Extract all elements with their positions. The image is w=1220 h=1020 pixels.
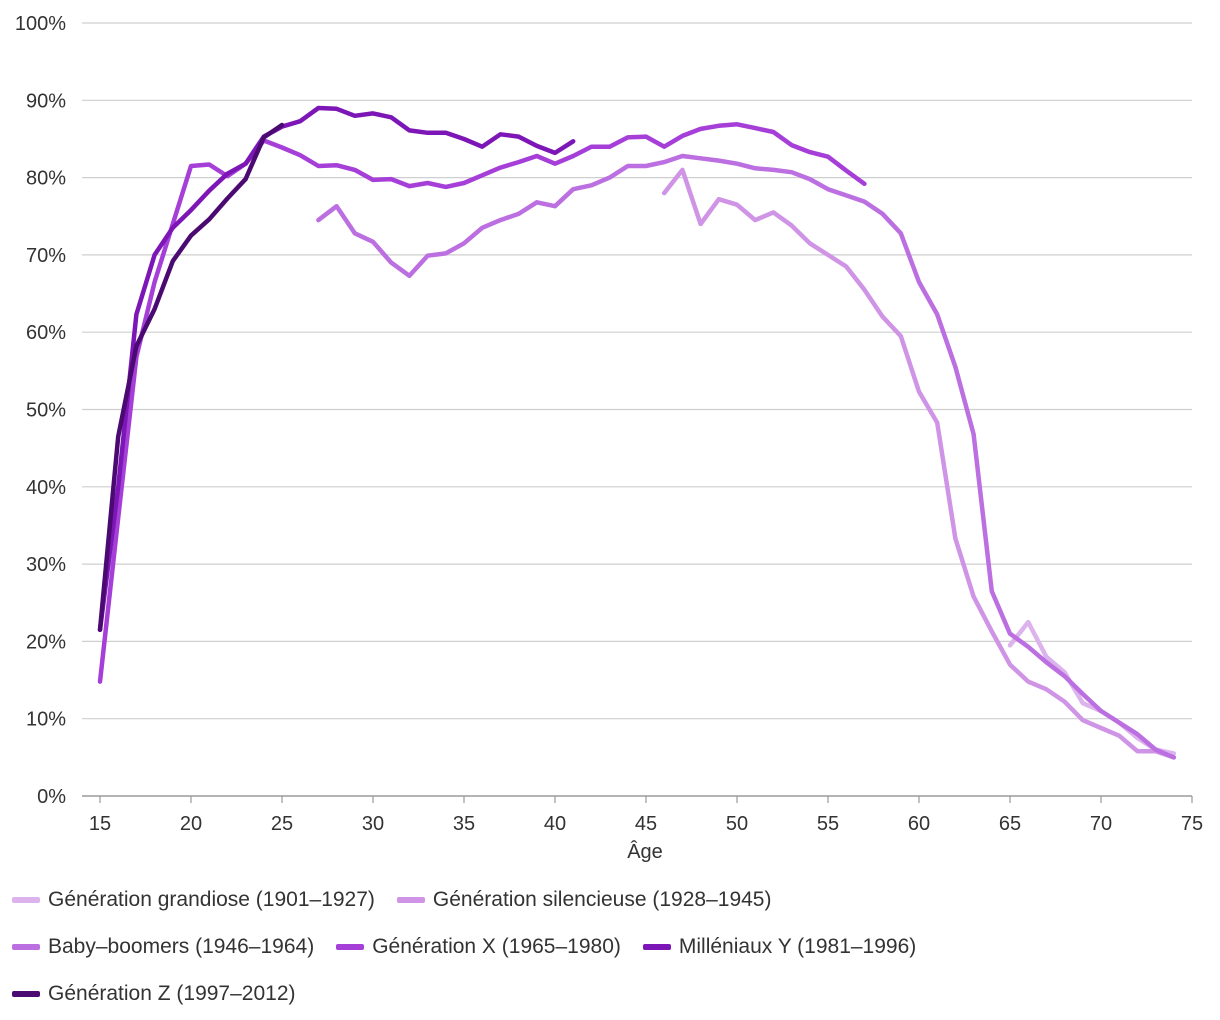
y-tick-label: 70% [26,245,66,267]
legend-item: Baby–boomers (1946–1964) [12,935,314,959]
y-tick-label: 0% [37,786,66,808]
y-tick-label: 90% [26,90,66,112]
x-tick-label: 60 [908,813,930,835]
x-tick-label: 75 [1181,813,1203,835]
x-tick-label: 40 [544,813,566,835]
legend-item: Génération silencieuse (1928–1945) [396,887,772,912]
y-tick-label: 80% [26,168,66,190]
y-tick-label: 50% [26,400,66,422]
series-lines [97,105,1177,760]
line-chart: 0% 10% 20% 30% 40% 50% 60% 70% 80% 90% 100% 15 20 25… [15,13,1203,863]
x-tick-label: 70 [1090,813,1112,835]
x-axis-label: Âge [627,840,663,863]
legend-item: Génération grandiose (1901–1927) [12,888,375,912]
legend-row: Génération Z (1997–2012) [12,970,1202,1017]
legend-row: Génération grandiose (1901–1927) Générati… [12,876,1202,923]
legend-label: Génération silencieuse (1928–1945) [432,887,772,911]
y-tick-label: 10% [26,709,66,731]
x-tick-label: 20 [180,813,202,835]
series-line [316,153,1177,760]
x-tick-label: 65 [999,813,1021,835]
series-line [97,122,867,684]
legend-swatch [12,990,40,997]
legend-item: Génération Z (1997–2012) [12,982,296,1006]
series-line [97,122,285,633]
x-tick-label: 25 [271,813,293,835]
legend-label: Baby–boomers (1946–1964) [48,934,315,958]
series-line [97,105,576,633]
x-tick-label: 30 [362,813,384,835]
legend-swatch [12,943,40,950]
y-tick-label: 30% [26,554,66,576]
legend-item: Milléniaux Y (1981–1996) [642,934,917,959]
y-tick-label: 60% [26,322,66,344]
legend-swatch [396,896,425,903]
legend-swatch [12,896,40,903]
y-tick-label: 100% [15,13,66,35]
legend-item: Génération X (1965–1980) [336,935,621,959]
y-tick-label: 20% [26,631,66,653]
legend-label: Génération grandiose (1901–1927) [48,887,375,911]
legend-label: Milléniaux Y (1981–1996) [678,934,917,958]
x-tick-label: 15 [89,813,111,835]
legend-swatch [336,943,365,950]
legend-row: Baby–boomers (1946–1964) Génération X (19… [12,923,1202,970]
legend: Génération grandiose (1901–1927) Générati… [12,876,1202,1017]
x-tick-label: 55 [817,813,839,835]
legend-label: Génération Z (1997–2012) [48,981,296,1005]
y-tick-label: 40% [26,477,66,499]
legend-label: Génération X (1965–1980) [372,934,621,958]
legend-swatch [642,943,671,950]
y-axis-ticks: 0% 10% 20% 30% 40% 50% 60% 70% 80% 90% 100% [15,13,66,808]
x-tick-label: 50 [726,813,748,835]
x-axis-ticks: 15 20 25 30 35 40 45 50 55 60 65 70 75 [89,796,1203,835]
series-line [661,167,1177,760]
x-tick-label: 45 [635,813,657,835]
x-tick-label: 35 [453,813,475,835]
gridlines [82,22,1192,797]
